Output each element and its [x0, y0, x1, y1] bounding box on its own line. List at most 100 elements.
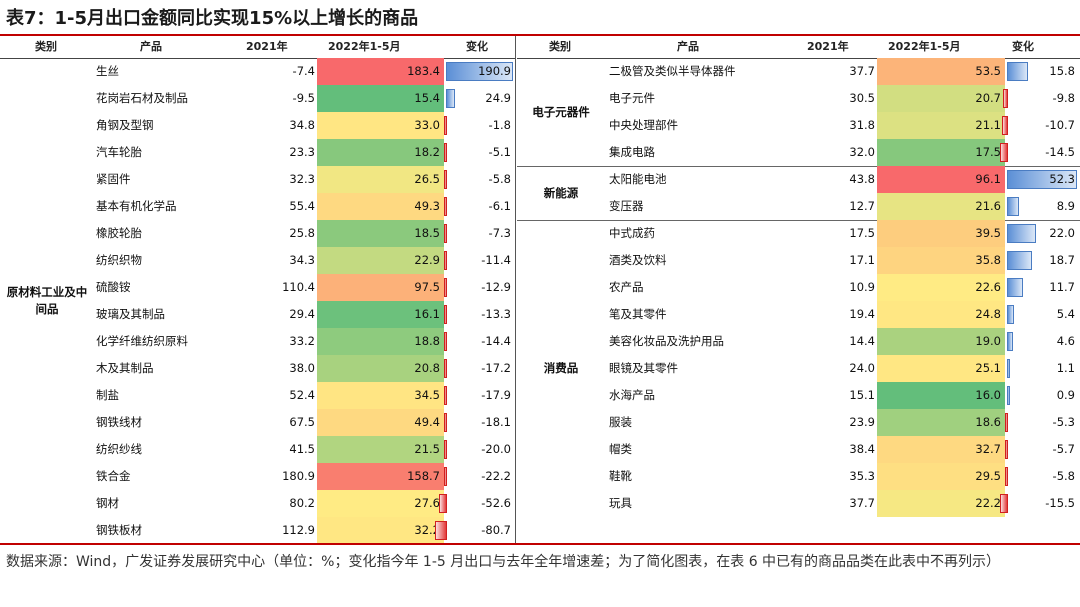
- product-name: 玩具: [609, 496, 632, 510]
- change-cell: -17.2: [444, 355, 515, 382]
- table-row: 花岗岩石材及制品 -9.5 15.4 24.9: [0, 85, 515, 112]
- change-cell: 11.7: [1007, 274, 1079, 301]
- change-cell: 15.8: [1007, 58, 1079, 85]
- table-row: 化学纤维纺织原料 33.2 18.8 -14.4: [0, 328, 515, 355]
- change-value: 15.8: [1049, 64, 1075, 78]
- product-name: 水海产品: [609, 388, 655, 402]
- change-bar: [444, 224, 447, 243]
- change-value: 18.7: [1049, 253, 1075, 267]
- change-value: -5.8: [1052, 469, 1075, 483]
- change-cell: -9.8: [1002, 85, 1079, 112]
- value-2021: 34.3: [289, 253, 315, 267]
- value-2021: 41.5: [289, 442, 315, 456]
- value-2021: -7.4: [292, 64, 315, 78]
- product-name: 变压器: [609, 199, 644, 213]
- product-name: 钢材: [96, 496, 119, 510]
- change-cell: -5.3: [1005, 409, 1079, 436]
- change-bar: [1002, 89, 1008, 108]
- value-2021: 25.8: [289, 226, 315, 240]
- change-cell: 52.3: [1007, 166, 1079, 193]
- table-row: 美容化妆品及洗护用品 14.4 19.0 4.6: [517, 328, 1080, 355]
- top-rule: [0, 34, 1080, 36]
- change-cell: 8.9: [1007, 193, 1079, 220]
- value-2022: 158.7: [317, 463, 444, 490]
- value-2022: 35.8: [877, 247, 1005, 274]
- change-cell: -6.1: [444, 193, 515, 220]
- change-cell: -5.8: [1004, 463, 1079, 490]
- value-2021: 23.3: [289, 145, 315, 159]
- table-row: 钢材 80.2 27.6 -52.6: [0, 490, 515, 517]
- table-row: 集成电路 32.0 17.5 -14.5: [517, 139, 1080, 166]
- panel-divider: [515, 36, 516, 543]
- change-bar: [1007, 197, 1019, 216]
- value-2021: 14.4: [849, 334, 875, 348]
- value-2021: 34.8: [289, 118, 315, 132]
- change-bar: [1007, 170, 1077, 189]
- change-bar: [1007, 224, 1037, 243]
- change-value: -14.5: [1045, 145, 1075, 159]
- value-2021: 80.2: [289, 496, 315, 510]
- product-name: 橡胶轮胎: [96, 226, 142, 240]
- value-2022: 16.1: [317, 301, 444, 328]
- value-2022: 22.9: [317, 247, 444, 274]
- change-value: -18.1: [481, 415, 511, 429]
- product-name: 笔及其零件: [609, 307, 667, 321]
- product-name: 太阳能电池: [609, 172, 667, 186]
- value-2022: 18.5: [317, 220, 444, 247]
- change-value: -13.3: [481, 307, 511, 321]
- value-2022: 32.7: [877, 436, 1005, 463]
- change-bar: [444, 116, 447, 135]
- change-bar: [1007, 386, 1010, 405]
- change-bar: [1007, 332, 1014, 351]
- change-value: -9.8: [1052, 91, 1075, 105]
- change-value: -10.7: [1045, 118, 1075, 132]
- change-cell: -5.8: [444, 166, 515, 193]
- change-cell: -12.9: [444, 274, 515, 301]
- product-name: 二极管及类似半导体器件: [609, 64, 736, 78]
- header-change: 变化: [1012, 40, 1034, 53]
- table-row: 钢铁板材 112.9 32.2 -80.7: [0, 517, 515, 544]
- change-bar: [444, 359, 447, 378]
- value-2021: 38.4: [849, 442, 875, 456]
- value-2021: 19.4: [849, 307, 875, 321]
- value-2021: 17.1: [849, 253, 875, 267]
- change-cell: 0.9: [1007, 382, 1079, 409]
- product-name: 集成电路: [609, 145, 655, 159]
- table-row: 笔及其零件 19.4 24.8 5.4: [517, 301, 1080, 328]
- change-bar: [439, 494, 447, 513]
- change-bar: [1004, 440, 1008, 459]
- header-change: 变化: [466, 40, 488, 53]
- value-2022: 18.2: [317, 139, 444, 166]
- change-bar: [444, 386, 447, 405]
- table-row: 纺织织物 34.3 22.9 -11.4: [0, 247, 515, 274]
- header-product: 产品: [677, 40, 699, 53]
- change-value: -17.2: [481, 361, 511, 375]
- product-name: 玻璃及其制品: [96, 307, 165, 321]
- value-2021: -9.5: [292, 91, 315, 105]
- table-row: 橡胶轮胎 25.8 18.5 -7.3: [0, 220, 515, 247]
- category-label: 原材料工业及中间品: [6, 285, 88, 316]
- change-value: -5.8: [488, 172, 511, 186]
- value-2021: 67.5: [289, 415, 315, 429]
- change-cell: -7.3: [444, 220, 515, 247]
- change-bar: [444, 332, 447, 351]
- header-2021: 2021年: [807, 40, 849, 53]
- value-2022: 15.4: [317, 85, 444, 112]
- change-bar: [444, 305, 447, 324]
- table-row: 帽类 38.4 32.7 -5.7: [517, 436, 1080, 463]
- change-bar: [444, 251, 447, 270]
- value-2021: 55.4: [289, 199, 315, 213]
- value-2022: 53.5: [877, 58, 1005, 85]
- value-2021: 23.9: [849, 415, 875, 429]
- category-label: 电子元器件: [532, 104, 590, 119]
- change-bar: [444, 413, 447, 432]
- change-cell: 190.9: [446, 58, 515, 85]
- change-bar: [999, 494, 1008, 513]
- change-cell: -5.7: [1004, 436, 1079, 463]
- header-product: 产品: [140, 40, 162, 53]
- product-name: 纺织织物: [96, 253, 142, 267]
- value-2021: 35.3: [849, 469, 875, 483]
- bottom-rule: [0, 543, 1080, 545]
- product-name: 生丝: [96, 64, 119, 78]
- change-bar: [1007, 251, 1033, 270]
